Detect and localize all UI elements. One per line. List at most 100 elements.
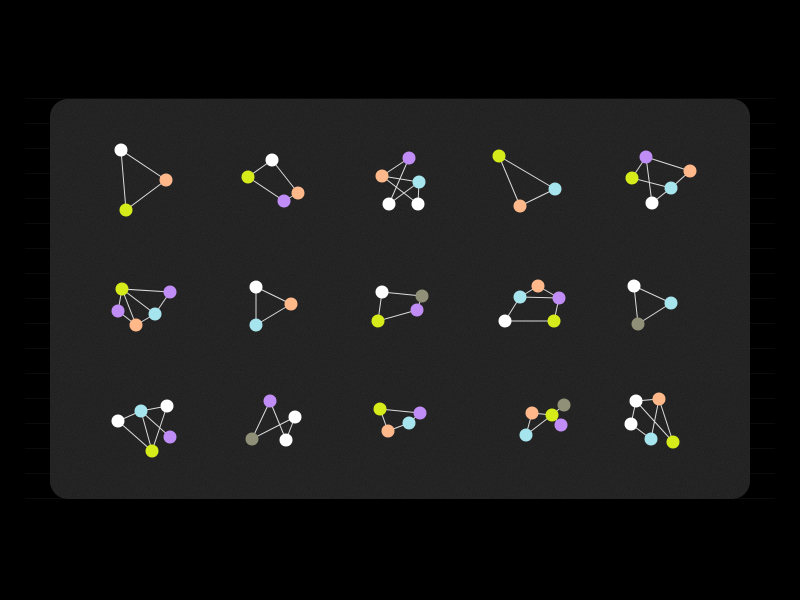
graph-r2-c4-node-1 [531,279,545,293]
graph-r2-c5 [627,279,678,331]
graph-r2-c1 [111,282,177,332]
graph-r2-c3-edge-1 [381,291,423,297]
graph-r1-c4 [492,149,562,213]
graph-r2-c5-edge-1 [633,285,672,304]
graph-r3-c5-node-4 [644,432,658,446]
graph-r2-c4-edge-3 [519,296,560,299]
graph-r2-c4-node-3 [552,291,566,305]
graph-r3-c2-edge-1 [251,400,271,440]
graph-r2-c5-node-3 [631,317,645,331]
graph-r3-c2-node-3 [245,432,259,446]
graph-r3-c3-node-4 [381,424,395,438]
graph-r3-c4-node-5 [519,428,533,442]
graph-r1-c2-node-2 [241,170,255,184]
graph-r1-c1-edge-1 [120,149,167,181]
graph-r3-c2-edge-4 [251,416,296,440]
graph-r3-c1-node-3 [160,399,174,413]
graph-r2-c2-edge-2 [255,303,292,326]
graph-r3-c3-node-3 [402,416,416,430]
graph-r3-c4-node-2 [545,408,559,422]
graph-r3-c5-node-3 [624,417,638,431]
graph-r2-c1-edge-3 [121,288,156,315]
graph-r3-c5-edge-4 [658,398,674,443]
graph-r1-c5-node-2 [683,164,697,178]
graph-r1-c1 [114,143,173,217]
graph-r2-c2-node-1 [249,280,263,294]
graph-r3-c4-node-3 [557,398,571,412]
graph-r1-c5-edge-5 [645,156,653,204]
graph-r1-c5-edge-1 [645,156,691,172]
graph-r1-c4-node-3 [513,199,527,213]
graph-r3-c5 [624,392,680,449]
graph-r2-c2 [249,280,298,332]
graph-r3-c5-edge-6 [635,400,674,443]
graph-r3-c3-edge-1 [379,408,421,414]
graph-r3-c3-node-1 [373,402,387,416]
graph-r3-c2-node-4 [279,433,293,447]
graph-r1-c2-node-1 [265,153,279,167]
graph-r2-c4 [498,279,566,328]
graph-r1-c2-edge-2 [271,159,299,194]
graph-r3-c1-edge-4 [140,410,153,452]
graph-r3-c2-node-2 [288,410,302,424]
graph-r2-c3-node-1 [375,285,389,299]
graph-r1-c2 [241,153,305,208]
graph-r3-c5-node-1 [629,394,643,408]
graph-r3-c2-edge-2 [269,400,287,441]
graph-r2-c5-edge-2 [637,302,672,325]
graph-r2-c1-node-1 [115,282,129,296]
graph-r2-c4-node-2 [513,290,527,304]
graph-r1-c3-edge-2 [388,157,410,205]
graph-r2-c3-node-4 [410,303,424,317]
graph-r2-c1-node-4 [148,307,162,321]
graph-r3-c1-node-2 [134,404,148,418]
graph-r3-c4 [519,398,571,442]
graph-r2-c2-node-2 [284,297,298,311]
graph-r1-c2-node-3 [291,186,305,200]
graph-r1-c1-node-2 [159,173,173,187]
graph-r3-c2-node-1 [263,394,277,408]
graph-r1-c3-edge-4 [381,175,419,205]
graph-r3-c1-node-4 [163,430,177,444]
graph-r3-c5-node-2 [652,392,666,406]
graph-r3-c1 [111,399,177,458]
graph-r3-c5-node-5 [666,435,680,449]
graph-r1-c2-node-4 [277,194,291,208]
graph-r2-c1-node-2 [163,285,177,299]
graph-r2-c1-node-3 [111,304,125,318]
graph-r2-c5-node-2 [664,296,678,310]
graph-r3-c1-node-5 [145,444,159,458]
graph-r1-c4-node-2 [548,182,562,196]
graph-r1-c3 [375,151,426,211]
graph-r1-c1-edge-3 [120,149,127,211]
graph-r3-c3-node-2 [413,406,427,420]
graph-r2-c4-node-4 [498,314,512,328]
graph-r2-c3 [371,285,429,328]
graph-r1-c2-edge-3 [247,176,285,202]
graph-r2-c3-node-3 [371,314,385,328]
graph-r1-c4-edge-3 [498,155,521,207]
graph-r3-c1-node-1 [111,414,125,428]
graph-r3-c1-edge-5 [151,405,168,452]
graph-r1-c3-node-1 [402,151,416,165]
graph-r3-c5-edge-3 [650,398,660,440]
graph-r3-c4-node-4 [554,418,568,432]
graph-r1-c1-node-1 [114,143,128,157]
graph-r1-c4-node-1 [492,149,506,163]
graph-r1-c3-node-5 [411,197,425,211]
graph-r1-c4-edge-1 [498,155,556,190]
graph-r2-c5-node-1 [627,279,641,293]
graph-r3-c1-edge-3 [117,420,153,452]
graph-r1-c5-node-3 [625,171,639,185]
graph-r2-c1-node-5 [129,318,143,332]
graph-r3-c2 [245,394,302,447]
graph-r1-c1-edge-2 [125,179,167,211]
graph-r1-c5 [625,150,697,210]
graph-r1-c3-node-3 [412,175,426,189]
graph-r3-c4-node-1 [525,406,539,420]
graph-r2-c4-node-5 [547,314,561,328]
graph-r2-c3-edge-3 [377,309,418,322]
graph-r3-c3 [373,402,427,438]
